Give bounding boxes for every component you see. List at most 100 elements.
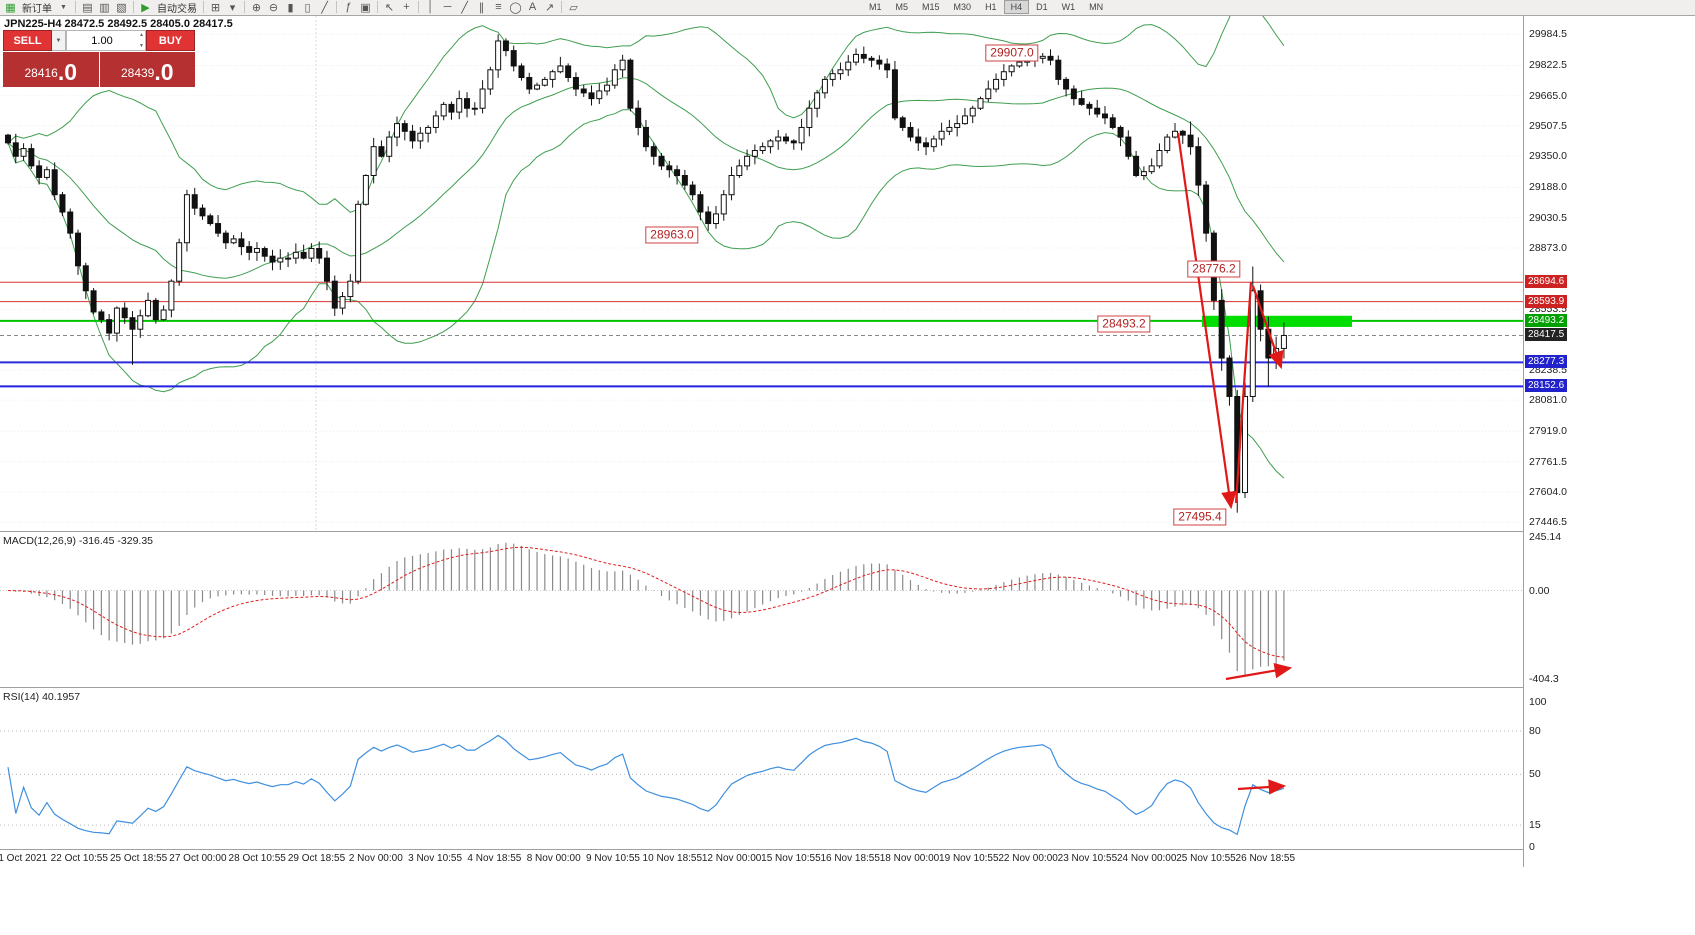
price-axis-label: 29030.5 [1529, 211, 1567, 224]
bollinger-lower-band [7, 109, 1285, 479]
candlestick [930, 138, 937, 148]
market-watch-icon[interactable]: ▤ [82, 1, 93, 14]
time-axis-label: 22 Oct 10:55 [50, 853, 108, 864]
candlestick [238, 238, 245, 248]
cursor-icon[interactable]: ↖ [384, 1, 395, 14]
candlestick [152, 299, 159, 321]
indicators-icon[interactable]: ƒ [345, 1, 352, 13]
macd-svg[interactable] [0, 533, 1523, 687]
new-order-label[interactable]: 新订单 [22, 3, 52, 15]
autotrading-label[interactable]: 自动交易 [157, 3, 197, 15]
profiles-icon[interactable]: ▾ [229, 1, 236, 14]
price-callout[interactable]: 28963.0 [645, 226, 699, 244]
timeframe-button-m5[interactable]: M5 [895, 2, 909, 12]
new-order-caret-icon[interactable]: ▼ [60, 3, 67, 11]
sell-button[interactable]: SELL [3, 30, 52, 51]
rsi-arrow[interactable] [1237, 779, 1287, 795]
candlestick [253, 248, 260, 253]
price-chart-panel[interactable]: JPN225-H4 28472.5 28492.5 28405.0 28417.… [0, 16, 1523, 532]
channel-icon[interactable]: ∥ [478, 1, 485, 14]
candlestick [1179, 130, 1186, 136]
rsi-line [7, 734, 1285, 836]
candlestick [658, 155, 665, 167]
candlestick [627, 59, 634, 109]
candlestick [191, 194, 198, 209]
new-order-icon[interactable]: ▦ [5, 1, 16, 14]
candlestick [814, 92, 821, 109]
vertical-line-icon[interactable]: │ [427, 1, 434, 13]
price-axis-label: 29984.5 [1529, 28, 1567, 41]
volume-input[interactable] [67, 33, 145, 48]
fibonacci-icon[interactable]: ≡ [495, 1, 502, 13]
candlestick [1109, 117, 1116, 128]
shapes-icon[interactable]: ◯ [509, 1, 522, 14]
arrow-tool-icon[interactable]: ↗ [544, 1, 555, 14]
time-axis-label: 2 Nov 00:00 [348, 853, 403, 864]
macd-arrow[interactable] [1225, 663, 1293, 681]
candlestick [1156, 150, 1163, 167]
text-tool-icon[interactable]: A [528, 1, 537, 13]
timeframe-button-h4[interactable]: H4 [1003, 0, 1030, 14]
candlestick [292, 251, 299, 259]
candle-chart-icon[interactable]: ▯ [304, 1, 311, 14]
trend-arrow[interactable] [1234, 281, 1253, 504]
candlestick [409, 130, 416, 142]
timeframe-button-d1[interactable]: D1 [1036, 2, 1048, 12]
trend-arrow[interactable] [1251, 285, 1284, 370]
zoom-out-icon[interactable]: ⊖ [268, 1, 279, 14]
objects-list-icon[interactable]: ▱ [569, 1, 578, 14]
price-axis-tag: 28694.6 [1525, 275, 1568, 289]
price-callout[interactable]: 28776.2 [1187, 260, 1241, 278]
volume-dropdown-caret-icon[interactable]: ▼ [52, 30, 66, 51]
price-callout[interactable]: 27495.4 [1173, 508, 1227, 526]
rsi-panel[interactable]: RSI(14) 40.1957 [0, 689, 1523, 850]
trend-arrow[interactable] [1176, 132, 1237, 510]
time-axis-label: 4 Nov 18:55 [467, 853, 522, 864]
new-chart-icon[interactable]: ⊞ [210, 1, 221, 14]
price-axis-label: 29188.0 [1529, 181, 1567, 194]
candlestick [767, 140, 774, 148]
data-window-icon[interactable]: ▥ [99, 1, 110, 14]
price-callout[interactable]: 28493.2 [1097, 315, 1151, 333]
candlestick [798, 126, 805, 144]
time-axis-label: 24 Nov 00:00 [1116, 853, 1177, 864]
zoom-in-icon[interactable]: ⊕ [251, 1, 262, 14]
bar-chart-icon[interactable]: ▮ [287, 1, 294, 14]
candlestick [899, 117, 906, 128]
templates-icon[interactable]: ▣ [360, 1, 371, 14]
candlestick [98, 311, 105, 321]
timeframe-button-m1[interactable]: M1 [869, 2, 882, 12]
candlestick [845, 61, 852, 71]
price-callout[interactable]: 29907.0 [985, 44, 1039, 62]
trendline-icon[interactable]: ╱ [461, 1, 468, 14]
candlestick [1218, 299, 1225, 359]
sell-price-box[interactable]: 28416 .0 [3, 52, 99, 87]
toolbar-separator [244, 1, 245, 13]
timeframe-button-m30[interactable]: M30 [953, 2, 972, 12]
timeframe-button-m15[interactable]: M15 [922, 2, 940, 12]
buy-button[interactable]: BUY [146, 30, 195, 51]
buy-price-box[interactable]: 28439 .0 [99, 52, 195, 87]
timeframe-button-h1[interactable]: H1 [985, 2, 997, 12]
timeframe-button-w1[interactable]: W1 [1061, 2, 1076, 12]
navigator-icon[interactable]: ▧ [116, 1, 127, 14]
time-axis-label: 25 Oct 18:55 [109, 853, 168, 864]
candlestick [526, 76, 533, 90]
autotrading-icon[interactable]: ▶ [141, 1, 150, 14]
price-chart-svg[interactable] [0, 16, 1523, 531]
macd-panel[interactable]: MACD(12,26,9) -316.45 -329.35 [0, 533, 1523, 688]
crosshair-icon[interactable]: + [403, 1, 410, 13]
candlestick [471, 107, 478, 110]
rsi-svg[interactable] [0, 689, 1523, 849]
timeframe-button-mn[interactable]: MN [1089, 2, 1104, 12]
highlight-rectangle[interactable] [1202, 315, 1352, 327]
candlestick [495, 40, 502, 71]
volume-down-icon[interactable]: ▼ [139, 43, 144, 49]
candlestick [269, 255, 276, 263]
line-chart-icon[interactable]: ╱ [321, 1, 328, 14]
candlestick [697, 194, 704, 213]
volume-up-icon[interactable]: ▲ [139, 32, 144, 38]
horizontal-line-icon[interactable]: ─ [443, 1, 452, 13]
rsi-label: RSI(14) 40.1957 [3, 691, 81, 703]
price-axis-tag: 28152.6 [1525, 379, 1568, 393]
